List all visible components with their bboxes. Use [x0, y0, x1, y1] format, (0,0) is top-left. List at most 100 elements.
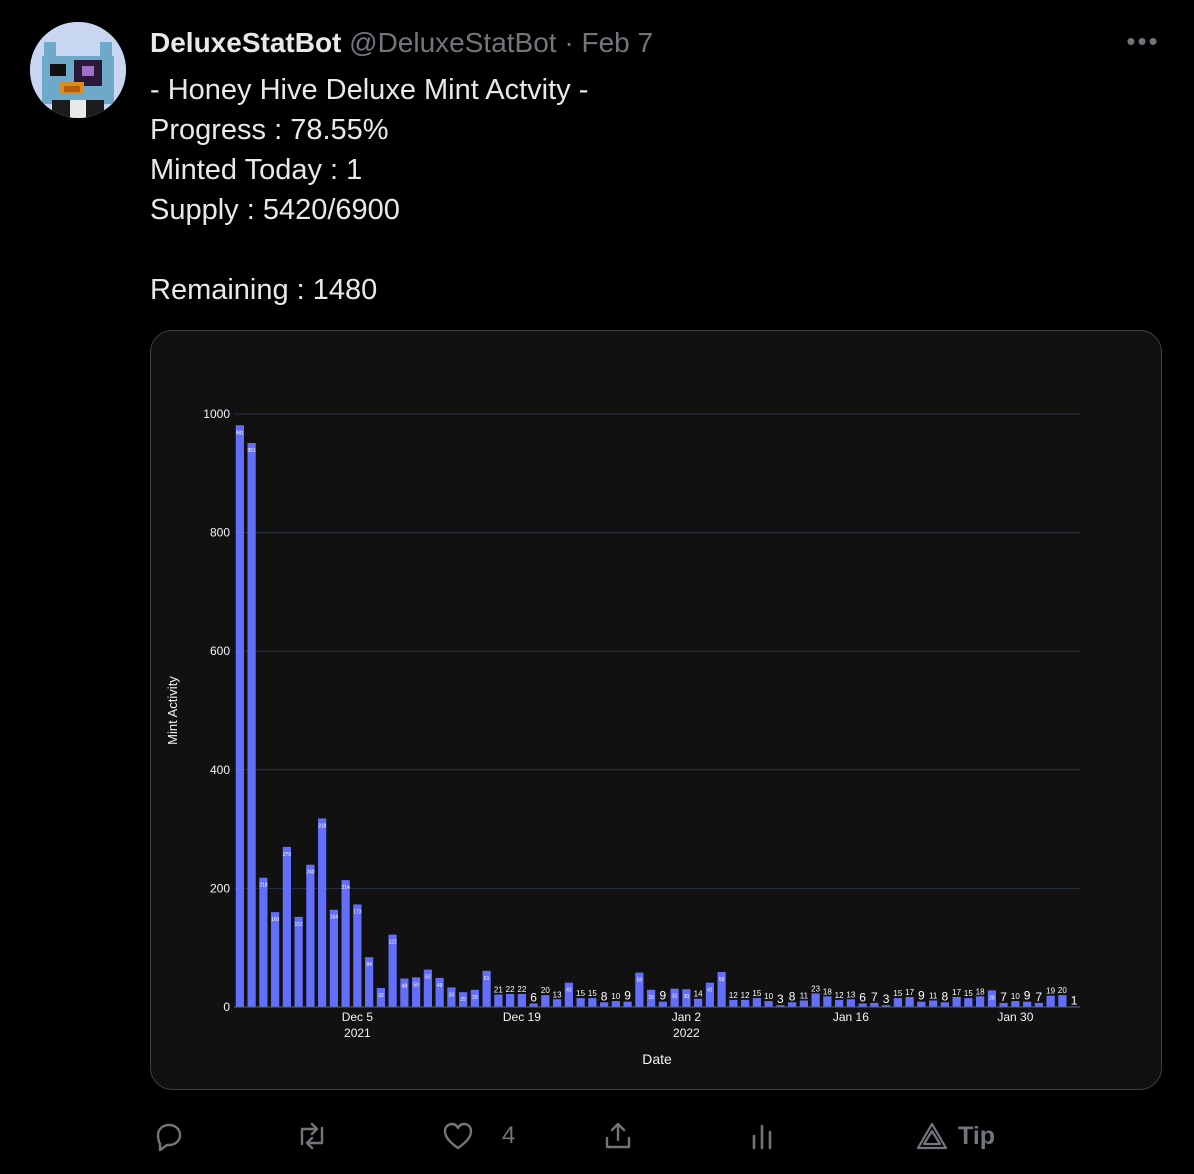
bar [482, 970, 491, 1007]
bar-value-label: 41 [707, 988, 713, 994]
bar-value-label: 12 [741, 991, 750, 1000]
bar [929, 1000, 938, 1007]
bar-value-label: 18 [823, 987, 832, 996]
bar [987, 990, 996, 1007]
bar [776, 1005, 785, 1007]
y-tick-label: 800 [210, 526, 230, 540]
bar-value-label: 20 [541, 986, 550, 995]
y-tick-label: 1000 [203, 407, 230, 421]
bar [694, 998, 703, 1007]
y-tick-label: 400 [210, 763, 230, 777]
y-tick-label: 200 [210, 881, 230, 895]
bar-value-label: 164 [330, 915, 339, 921]
bar-value-label: 25 [460, 997, 466, 1003]
bar [400, 978, 409, 1007]
share-icon [605, 1122, 631, 1149]
y-axis-title: Mint Activity [165, 676, 180, 745]
bar-value-label: 12 [729, 991, 738, 1000]
bar-value-label: 61 [484, 976, 490, 982]
x-axis-title: Date [642, 1051, 672, 1067]
bar [541, 995, 550, 1007]
retweet-icon [300, 1122, 324, 1150]
chart-image[interactable]: 0 200 400 600 800 1000 981 951 218 160 270 152 240 31… [150, 330, 1162, 1090]
bar-value-label: 30 [684, 994, 690, 1000]
tweet-line-remaining: Remaining : 1480 [150, 274, 378, 306]
bar-value-label: 981 [236, 430, 245, 436]
bar-value-label: 15 [893, 989, 902, 998]
bar-value-label: 15 [752, 989, 761, 998]
bar-value-label: 152 [294, 922, 303, 928]
x-tick-label: Jan 16 [833, 1010, 869, 1024]
bar [893, 998, 902, 1007]
bar-value-label: 9 [624, 989, 631, 1003]
bar [588, 998, 597, 1007]
x-tick-label: Dec 19 [503, 1010, 541, 1024]
y-tick-label: 0 [223, 1000, 230, 1014]
bar [952, 996, 961, 1007]
bar [905, 996, 914, 1007]
more-options-button[interactable]: ••• [1126, 26, 1160, 56]
bar-value-label: 10 [764, 992, 773, 1001]
bar-value-label: 1 [1071, 993, 1078, 1007]
bar-value-label: 41 [566, 988, 572, 994]
tweet-line-progress: Progress : 78.55% [150, 114, 389, 146]
user-avatar[interactable] [30, 22, 126, 118]
bar [670, 988, 679, 1007]
bar [799, 1000, 808, 1007]
bar [835, 999, 844, 1007]
bar-value-label: 17 [952, 988, 961, 997]
bar-value-label: 218 [259, 883, 268, 889]
bar-value-label: 33 [449, 992, 455, 998]
bar [470, 989, 479, 1007]
reply-button[interactable] [150, 1112, 186, 1160]
tweet-header: DeluxeStatBot @DeluxeStatBot · Feb 7 [150, 26, 653, 60]
bar-value-label: 50 [413, 982, 419, 988]
share-button[interactable] [600, 1112, 636, 1160]
bar-value-label: 7 [1036, 990, 1043, 1004]
bar [788, 1002, 797, 1007]
analytics-button[interactable] [746, 1112, 782, 1160]
bar [917, 1001, 926, 1007]
bar [729, 999, 738, 1007]
tweet-date[interactable]: Feb 7 [581, 27, 654, 58]
bar-value-label: 23 [811, 984, 820, 993]
x-tick-year-label: 2021 [344, 1026, 371, 1040]
bar [235, 425, 244, 1008]
bar-value-label: 318 [318, 823, 327, 829]
bar [353, 904, 362, 1007]
bar-value-label: 22 [517, 985, 526, 994]
tip-label: Tip [958, 1121, 996, 1150]
bar [247, 443, 256, 1007]
bar [858, 1003, 867, 1007]
bar [365, 957, 374, 1007]
bar [611, 1001, 620, 1007]
bar-value-label: 15 [576, 989, 585, 998]
bar [647, 989, 656, 1007]
bar-value-label: 951 [247, 448, 256, 454]
bar [635, 972, 644, 1007]
tweet-line-minted-today: Minted Today : 1 [150, 154, 363, 186]
bar [294, 916, 303, 1007]
bar [623, 1001, 632, 1007]
bar [846, 999, 855, 1007]
user-handle[interactable]: @DeluxeStatBot [349, 27, 557, 58]
bar-value-label: 10 [1011, 992, 1020, 1001]
like-button[interactable]: 4 [440, 1112, 515, 1160]
display-name[interactable]: DeluxeStatBot [150, 27, 342, 58]
like-count: 4 [502, 1122, 516, 1149]
bar-value-label: 9 [918, 989, 925, 1003]
bar-value-label: 160 [271, 917, 280, 923]
bar-value-label: 270 [283, 852, 292, 858]
bar [1034, 1002, 1043, 1007]
tip-button[interactable]: Tip [914, 1112, 995, 1160]
bar [376, 988, 385, 1007]
bar-value-label: 22 [506, 985, 515, 994]
tweet-actions: 4 Tip [150, 1112, 1050, 1160]
bar [329, 909, 338, 1007]
bar [717, 972, 726, 1007]
retweet-button[interactable] [294, 1112, 330, 1160]
bar-value-label: 10 [611, 992, 620, 1001]
bar-value-label: 8 [942, 989, 949, 1003]
bar [964, 998, 973, 1007]
bar-value-label: 28 [989, 995, 995, 1001]
